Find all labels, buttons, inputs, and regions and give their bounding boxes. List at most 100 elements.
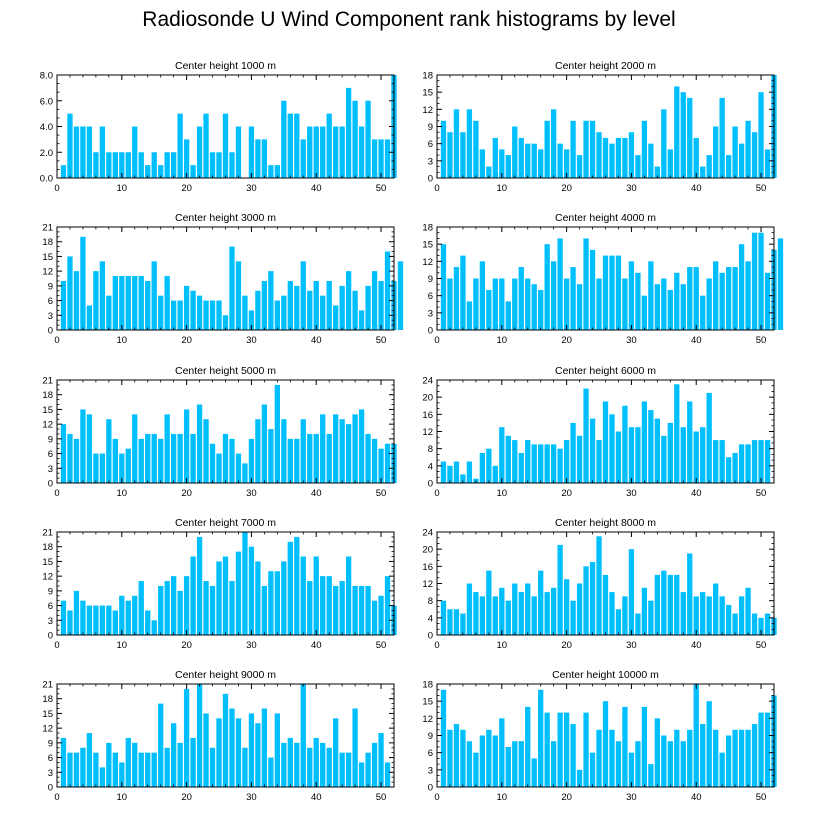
x-tick-label: 40	[691, 640, 702, 651]
y-tick-label: 3	[48, 768, 53, 779]
histogram-bar	[307, 290, 313, 330]
histogram-bar	[602, 255, 609, 330]
histogram-bar	[551, 261, 557, 330]
y-tick-label: 12	[422, 579, 433, 590]
histogram-bar	[706, 392, 712, 484]
histogram-bar	[333, 126, 339, 178]
histogram-bar	[674, 86, 680, 178]
histogram-bar	[596, 132, 602, 178]
histogram-bar	[667, 149, 673, 178]
panel-title: Center height 2000 m	[555, 60, 656, 72]
histogram-bar	[551, 444, 557, 484]
histogram-bar	[486, 166, 492, 178]
histogram-bar	[557, 544, 563, 636]
histogram-bar	[320, 126, 326, 178]
panel-title: Center height 7000 m	[175, 517, 276, 529]
histogram-bar	[358, 409, 365, 483]
histogram-bar	[164, 414, 170, 483]
histogram-bar	[300, 419, 306, 483]
histogram-bar	[268, 165, 274, 179]
histogram-bar	[538, 570, 544, 636]
histogram-bar	[641, 295, 648, 330]
histogram-bar	[287, 113, 293, 179]
x-tick-label: 50	[376, 640, 387, 651]
histogram-bar	[261, 708, 268, 787]
histogram-bar	[235, 453, 242, 483]
histogram-bar	[261, 139, 268, 179]
histogram-bar	[86, 605, 93, 635]
histogram-bar	[60, 600, 67, 635]
histogram-panel: Center height 4000 m 0 10 20 30 40 50 0 3 6 9 12 15 1…	[422, 212, 784, 346]
histogram-bar	[287, 280, 293, 330]
x-tick-label: 50	[376, 792, 387, 803]
histogram-bar	[190, 556, 196, 635]
histogram-bar	[706, 155, 712, 178]
histogram-bar	[339, 752, 345, 787]
histogram-bar	[151, 261, 157, 330]
histogram-bar	[505, 155, 511, 178]
y-tick-label: 18	[422, 223, 433, 234]
histogram-bar	[531, 758, 537, 787]
histogram-bar	[300, 684, 306, 787]
histogram-bar	[609, 414, 615, 483]
y-tick-label: 12	[42, 267, 53, 278]
x-tick-label: 30	[246, 792, 257, 803]
x-tick-label: 50	[756, 335, 767, 346]
histogram-bar	[216, 152, 222, 178]
histogram-bar	[352, 414, 358, 483]
histogram-bar	[281, 742, 287, 787]
x-tick-label: 0	[434, 488, 439, 499]
histogram-bar	[453, 461, 460, 483]
histogram-bar	[261, 585, 268, 635]
histogram-bar	[365, 433, 371, 483]
histogram-bar	[106, 742, 112, 787]
histogram-bar	[505, 746, 511, 787]
histogram-bar	[93, 152, 99, 178]
y-tick-label: 6	[48, 296, 53, 307]
histogram-bar	[512, 440, 518, 483]
histogram-bar	[680, 92, 686, 178]
histogram-bar	[492, 735, 498, 787]
histogram-bar	[132, 742, 138, 787]
histogram-bar	[492, 465, 498, 483]
panel-title: Center height 4000 m	[555, 212, 656, 224]
histogram-bar	[345, 556, 352, 635]
x-tick-label: 50	[756, 183, 767, 194]
histogram-bar	[512, 583, 518, 635]
histogram-bar	[164, 276, 170, 330]
histogram-bar	[654, 718, 660, 787]
y-tick-label: 0	[48, 631, 53, 642]
y-tick-label: 18	[422, 680, 433, 691]
histogram-bar	[313, 737, 319, 787]
y-tick-label: 15	[422, 697, 433, 708]
y-tick-label: 9	[428, 274, 433, 285]
histogram-bar	[693, 431, 699, 483]
histogram-bar	[525, 143, 531, 178]
histogram-bar	[732, 613, 738, 635]
histogram-bar	[106, 605, 112, 635]
histogram-bar	[99, 605, 106, 635]
histogram-bar	[719, 596, 725, 636]
histogram-bar	[505, 301, 511, 330]
x-tick-label: 50	[756, 488, 767, 499]
histogram-bar	[538, 444, 544, 484]
y-tick-label: 0	[428, 326, 433, 337]
histogram-bar	[583, 120, 589, 178]
histogram-bar	[576, 769, 583, 787]
histogram-bar	[255, 561, 261, 635]
x-tick-label: 10	[497, 640, 508, 651]
y-tick-label: 9	[428, 731, 433, 742]
histogram-panel: Center height 5000 m 0 10 20 30 40 50 0 3 6 9 12 15 1…	[42, 365, 397, 499]
histogram-bar	[648, 410, 654, 483]
histogram-bar	[339, 419, 345, 483]
histogram-bar	[177, 300, 183, 330]
x-tick-label: 40	[691, 335, 702, 346]
histogram-bar	[758, 232, 764, 330]
histogram-bar	[447, 465, 453, 483]
histogram-bar	[190, 433, 196, 483]
histogram-bar	[125, 448, 131, 483]
histogram-bar	[680, 741, 686, 787]
y-tick-label: 6	[428, 139, 433, 150]
y-tick-label: 4	[428, 613, 433, 624]
histogram-bar	[609, 255, 615, 330]
